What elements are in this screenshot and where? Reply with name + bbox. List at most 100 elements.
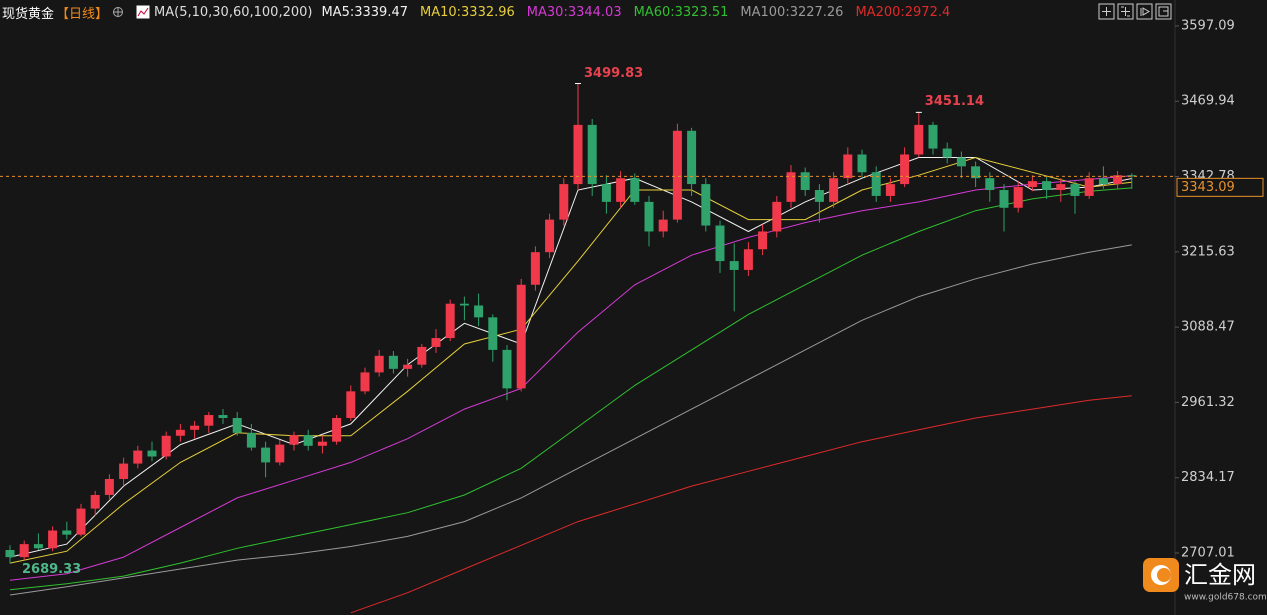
candle-body	[1027, 181, 1037, 188]
candle-body	[1098, 178, 1108, 185]
legend-entry: MA200:2972.4	[855, 4, 951, 20]
ma-line	[9, 157, 1132, 558]
candle-body	[871, 172, 881, 196]
ma-line	[9, 187, 1132, 591]
candle-body	[516, 284, 526, 389]
candle-body	[474, 305, 484, 318]
y-tick-label: 2961.32	[1181, 395, 1235, 410]
candle-body	[204, 415, 214, 426]
candle-body	[772, 201, 782, 232]
y-tick-label: 2707.01	[1181, 545, 1235, 560]
candle-body	[800, 172, 810, 191]
candle-body	[985, 178, 995, 191]
logo-icon-part	[1157, 568, 1171, 582]
candle-body	[1084, 178, 1094, 196]
legend-entry: MA60:3323.51	[633, 4, 729, 20]
toolbar-button[interactable]	[1098, 3, 1115, 20]
candle-body	[232, 417, 242, 433]
candle-body	[687, 130, 697, 185]
ma-line	[350, 395, 1132, 614]
candle-body	[33, 544, 43, 549]
candle-body	[1070, 184, 1080, 196]
candle-body	[644, 201, 654, 232]
candle-body	[190, 425, 200, 430]
candle-body	[758, 231, 768, 250]
candle-body	[928, 124, 938, 149]
candle-body	[545, 219, 555, 253]
candle-body	[90, 494, 100, 509]
candle-body	[332, 417, 342, 442]
candle-body	[403, 364, 413, 369]
candle-body	[104, 478, 114, 495]
toolbar-icon	[1158, 6, 1169, 17]
candle-body	[1013, 187, 1023, 208]
candle-body	[658, 219, 668, 232]
candle-body	[19, 544, 29, 558]
toolbar-button[interactable]	[1117, 3, 1134, 20]
watermark-url: www.gold678.com	[1184, 593, 1267, 603]
legend-entry: MA30:3344.03	[526, 4, 622, 20]
header: 现货黄金 【日线】 MA(5,10,30,60,100,200) MA5:333…	[2, 3, 962, 22]
toolbar-button[interactable]	[1136, 3, 1153, 20]
candle-body	[587, 124, 597, 185]
candle-body	[914, 124, 924, 155]
candle-body	[701, 184, 711, 226]
candle-body	[1113, 175, 1123, 185]
candle-body	[885, 184, 895, 196]
candle-body	[48, 530, 58, 549]
toolbar-icon	[1140, 7, 1150, 16]
candle-body	[843, 154, 853, 179]
candle-body	[445, 303, 455, 339]
candle-body	[246, 432, 256, 448]
high-annotation: 3451.14	[925, 94, 984, 109]
indicator-icon[interactable]	[136, 5, 150, 19]
candle-body	[999, 190, 1009, 208]
candle-body	[942, 148, 952, 158]
candle-body	[743, 249, 753, 270]
last-price-label: 3343.09	[1181, 180, 1235, 195]
candle-body	[62, 530, 72, 535]
y-tick-label: 3597.09	[1181, 18, 1235, 33]
settings-icon[interactable]	[112, 6, 124, 18]
candle-body	[971, 166, 981, 179]
candle-body	[289, 435, 299, 445]
legend-entry: MA5:3339.47	[321, 4, 408, 20]
candle-body	[431, 338, 441, 347]
toolbar	[1098, 3, 1172, 20]
candle-body	[5, 550, 15, 558]
y-tick-label: 3215.63	[1181, 244, 1235, 259]
candle-body	[630, 178, 640, 202]
candle-body	[616, 178, 626, 202]
candle-body	[459, 303, 469, 306]
candle-body	[559, 184, 569, 220]
period-label[interactable]: 【日线】	[56, 6, 109, 22]
ma-line	[9, 156, 1132, 564]
toolbar-icon	[1102, 7, 1111, 16]
legend-entry: MA10:3332.96	[420, 4, 515, 20]
candle-body	[119, 463, 129, 479]
y-tick-label: 3469.94	[1181, 94, 1235, 109]
candle-body	[317, 441, 327, 446]
candle-body	[1127, 175, 1137, 177]
watermark-name: 汇金网	[1184, 561, 1256, 589]
high-annotation: 3499.83	[584, 66, 643, 81]
candle-body	[672, 130, 682, 220]
candle-body	[814, 190, 824, 202]
indicator-label: MA(5,10,30,60,100,200)	[154, 4, 313, 20]
candle-body	[261, 447, 271, 463]
candle-body	[218, 415, 228, 418]
candle-body	[147, 450, 157, 457]
candle-body	[303, 435, 313, 446]
candle-body	[417, 346, 427, 365]
toolbar-button[interactable]	[1155, 3, 1172, 20]
candle-body	[829, 178, 839, 202]
toolbar-icon	[1121, 6, 1130, 17]
candle-body	[502, 349, 512, 389]
candle-body	[133, 450, 143, 464]
legend-entry: MA100:3227.26	[740, 4, 844, 20]
y-tick-label: 3088.47	[1181, 320, 1235, 335]
candle-body	[161, 435, 171, 457]
candle-body	[715, 225, 725, 262]
